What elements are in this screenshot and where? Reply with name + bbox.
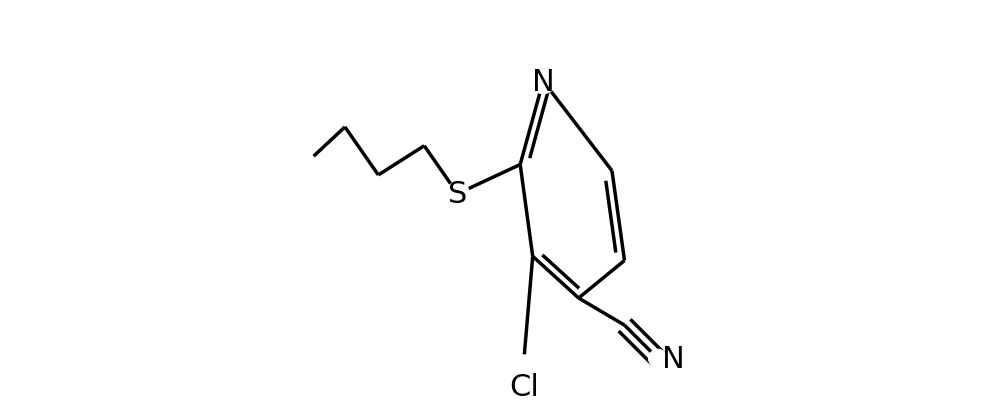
Circle shape: [649, 349, 667, 368]
Text: N: N: [532, 67, 555, 96]
Text: S: S: [448, 180, 467, 209]
Text: Cl: Cl: [510, 372, 540, 401]
Circle shape: [531, 70, 556, 94]
Circle shape: [446, 182, 469, 206]
Text: N: N: [662, 344, 685, 373]
